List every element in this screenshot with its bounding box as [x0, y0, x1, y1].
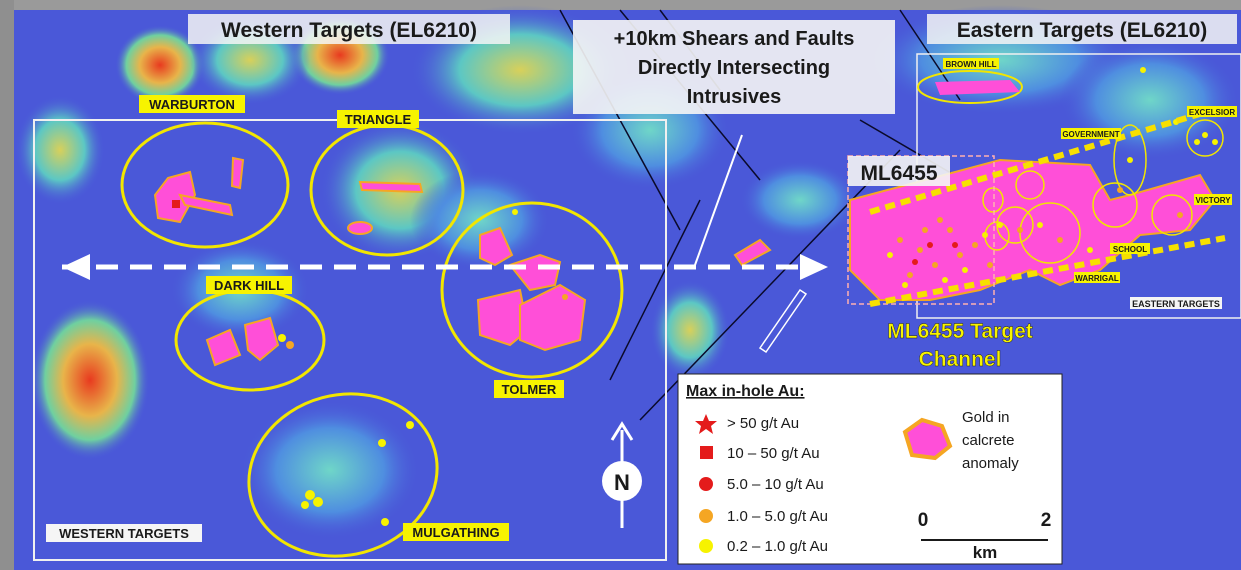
dyke-outline — [758, 288, 808, 354]
north-arrow: N — [602, 421, 642, 528]
label-western-targets: WESTERN TARGETS — [59, 526, 189, 541]
label-mulgathing: MULGATHING — [412, 525, 499, 540]
label-excelsior: EXCELSIOR — [1189, 108, 1235, 117]
legend-item-3: 5.0 – 10 g/t Au — [727, 476, 824, 493]
label-government: GOVERNMENT — [1062, 130, 1119, 139]
legend-anomaly-line-2: calcrete — [962, 432, 1015, 449]
western-drill-hits — [172, 200, 568, 526]
channel-label-line-2: Channel — [919, 348, 1002, 371]
legend-title: Max in-hole Au: — [686, 383, 805, 400]
eastern-target-area — [849, 67, 1224, 301]
label-dark-hill: DARK HILL — [214, 278, 284, 293]
channel-label-line-1: ML6455 Target — [887, 320, 1033, 343]
legend-star-icon — [695, 414, 717, 434]
ml6455-label: ML6455 — [860, 162, 937, 185]
shear-pointer — [694, 134, 743, 266]
western-gold-anomalies — [153, 156, 772, 367]
north-arrow-icon — [602, 461, 642, 501]
legend-anomaly-line-1: Gold in — [962, 409, 1010, 426]
legend-square-icon — [700, 446, 713, 459]
western-title-bg — [188, 14, 510, 44]
scale-unit: km — [973, 543, 998, 562]
shears-note-line-2: Directly Intersecting — [638, 57, 830, 79]
label-triangle: TRIANGLE — [345, 112, 412, 127]
label-school: SCHOOL — [1113, 245, 1147, 254]
legend-item-4: 1.0 – 5.0 g/t Au — [727, 508, 828, 525]
trend-arrow-right — [800, 254, 828, 280]
label-warrigal: WARRIGAL — [1075, 274, 1119, 283]
shears-note-line-1: +10km Shears and Faults — [614, 28, 855, 50]
legend-item-1: > 50 g/t Au — [727, 415, 799, 432]
left-border — [0, 0, 14, 570]
label-eastern-targets: EASTERN TARGETS — [1132, 299, 1220, 309]
legend-orange-circle-icon — [699, 509, 713, 523]
scale-start: 0 — [918, 510, 929, 531]
channel-lower-line — [869, 235, 1226, 307]
legend-item-2: 10 – 50 g/t Au — [727, 445, 820, 462]
legend-anomaly-icon — [902, 417, 953, 461]
legend-item-5: 0.2 – 1.0 g/t Au — [727, 538, 828, 555]
label-tolmer: TOLMER — [502, 382, 557, 397]
legend-panel — [677, 373, 1063, 565]
eastern-title-bg — [927, 14, 1237, 44]
legend-yellow-circle-icon — [699, 539, 713, 553]
north-label: N — [614, 470, 630, 495]
eastern-title: Eastern Targets (EL6210) — [957, 19, 1208, 42]
legend: Max in-hole Au: > 50 g/t Au 10 – 50 g/t … — [677, 373, 1063, 565]
eastern-target-labels: BROWN HILL EXCELSIOR GOVERNMENT VICTORY … — [943, 58, 1237, 309]
shears-note-line-3: Intrusives — [687, 86, 781, 108]
legend-anomaly-line-3: anomaly — [962, 455, 1019, 472]
western-target-labels: WARBURTON TRIANGLE DARK HILL TOLMER MULG… — [46, 95, 564, 542]
ml6455-label-bg — [848, 156, 950, 186]
channel-upper-line — [869, 105, 1221, 215]
label-brown-hill: BROWN HILL — [945, 60, 996, 69]
shears-note-bg — [573, 20, 895, 114]
label-warburton: WARBURTON — [149, 97, 235, 112]
trend-arrow-left — [62, 254, 90, 280]
label-victory: VICTORY — [1195, 196, 1231, 205]
western-title: Western Targets (EL6210) — [221, 19, 477, 42]
scale-end: 2 — [1041, 510, 1052, 531]
legend-red-circle-icon — [699, 477, 713, 491]
